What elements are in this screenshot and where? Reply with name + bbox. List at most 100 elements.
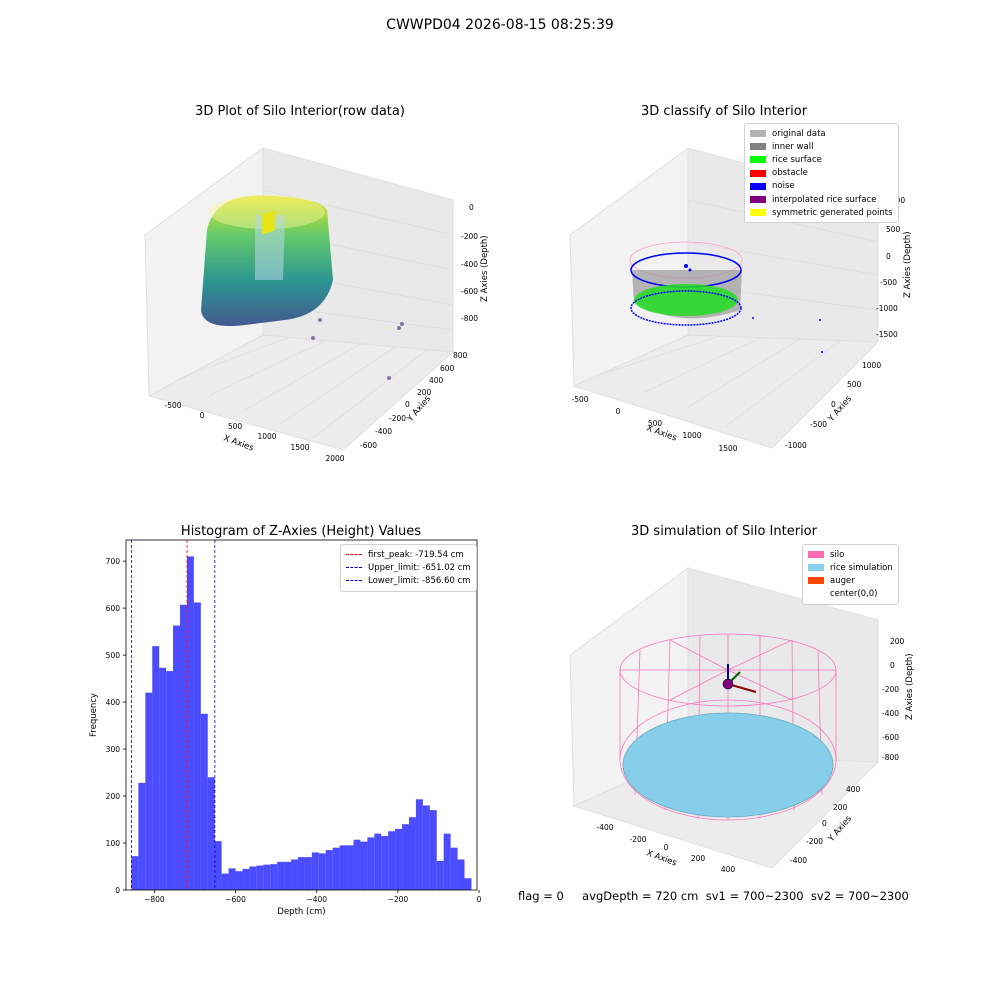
legend-label: Lower_limit: -856.60 cm <box>368 575 471 586</box>
histogram-bar <box>249 866 257 890</box>
histogram-bar <box>221 873 229 890</box>
histogram-bar <box>395 828 403 890</box>
histogram-bar <box>263 864 271 890</box>
simulation-legend: silo rice simulation auger center(0,0) <box>802 544 899 605</box>
y-tick-label: 500 <box>106 651 121 660</box>
legend-swatch <box>346 567 362 569</box>
legend-label: rice surface <box>772 154 822 165</box>
legend-swatch <box>346 554 362 556</box>
y-tick-label: 700 <box>106 557 121 566</box>
histogram-bar <box>353 839 361 890</box>
legend-swatch <box>750 182 766 190</box>
classify-xtick: 1500 <box>718 444 737 453</box>
raw-pane-floor <box>147 334 455 451</box>
histogram-bar <box>145 692 153 890</box>
histogram-bar <box>284 861 292 890</box>
legend-item: interpolated rice surface <box>750 193 893 206</box>
histogram-bar <box>186 556 194 890</box>
classify-xtick: 1000 <box>682 431 701 440</box>
histogram-bar <box>415 799 423 890</box>
sim-ztick: -200 <box>882 685 899 694</box>
raw-xtick: 1500 <box>290 443 309 452</box>
classify-ytick: 1000 <box>862 361 881 370</box>
raw-ztick: -200 <box>461 232 478 241</box>
auger-axes <box>722 664 757 693</box>
histogram-bar <box>464 878 472 890</box>
legend-swatch <box>750 143 766 151</box>
classify-ztick: -1500 <box>876 330 898 339</box>
status-footer: flag = 0 avgDepth = 720 cm sv1 = 700~230… <box>518 889 909 903</box>
sim-ztick: -400 <box>882 709 899 718</box>
histogram-bar <box>325 850 333 890</box>
histogram-bar <box>311 852 319 890</box>
histogram-bar <box>408 817 416 890</box>
raw-ytick: 400 <box>429 376 444 385</box>
y-tick-label: 300 <box>106 745 121 754</box>
raw-ztick: 0 <box>469 203 474 212</box>
histogram-bar <box>256 865 264 890</box>
y-tick-label: 200 <box>106 792 121 801</box>
histogram-bar <box>228 868 236 890</box>
x-tick-label: −400 <box>306 895 327 904</box>
classify-ytick: 0 <box>831 400 836 409</box>
histogram-bar <box>152 646 160 890</box>
raw-xlabel: X Axies <box>222 433 255 453</box>
raw-plot-title: 3D Plot of Silo Interior(row data) <box>195 104 405 119</box>
histogram-bar <box>360 841 368 890</box>
sim-ytick: 0 <box>822 819 827 828</box>
sim-ytick: -400 <box>790 856 807 865</box>
raw-3d-plot: -500 0 500 1000 1500 2000 800 600 400 20… <box>144 147 490 463</box>
histogram-bar <box>291 859 298 890</box>
sim-xlabel: X Axies <box>645 848 678 868</box>
legend-item: center(0,0) <box>808 588 893 601</box>
rice-simulation-surface <box>622 712 834 818</box>
classify-ytick: 500 <box>847 380 862 389</box>
legend-label: rice simulation <box>830 562 893 573</box>
raw-xtick: -500 <box>164 401 181 410</box>
histogram-bar <box>388 831 396 890</box>
legend-label: obstacle <box>772 168 808 179</box>
histogram-bar <box>429 810 437 890</box>
sim-xtick: -200 <box>629 835 646 844</box>
x-tick-label: 0 <box>477 895 482 904</box>
legend-item: rice surface <box>750 153 893 166</box>
y-tick-label: 600 <box>106 604 121 613</box>
sim-ztick: -600 <box>882 733 899 742</box>
histogram-bar <box>200 713 208 890</box>
legend-item: symmetric generated points <box>750 206 893 219</box>
sim-ytick: 200 <box>833 803 848 812</box>
raw-ylabel: Y Axies <box>405 394 433 425</box>
legend-swatch <box>808 551 824 559</box>
legend-item: Lower_limit: -856.60 cm <box>346 574 471 587</box>
classify-ytick: -500 <box>810 420 827 429</box>
legend-label: noise <box>772 181 795 192</box>
legend-swatch <box>808 590 824 598</box>
sim-ylabel: Y Axies <box>826 814 854 845</box>
legend-item: obstacle <box>750 167 893 180</box>
raw-xtick: 2000 <box>325 454 344 463</box>
histogram-bar <box>131 856 139 890</box>
legend-item: first_peak: -719.54 cm <box>346 548 471 561</box>
sim-ztick: -800 <box>882 753 899 762</box>
raw-ztick: -400 <box>461 260 478 269</box>
raw-xtick: 500 <box>228 422 243 431</box>
x-tick-label: −800 <box>144 895 165 904</box>
legend-label: first_peak: -719.54 cm <box>368 549 464 560</box>
histogram-bar <box>304 857 312 890</box>
silo-wireframe <box>619 633 837 821</box>
raw-ytick: -200 <box>389 414 406 423</box>
legend-swatch <box>346 580 362 582</box>
raw-ytick: 200 <box>417 388 432 397</box>
histogram-bar <box>346 845 354 890</box>
sim-ztick: 0 <box>890 661 895 670</box>
legend-label: center(0,0) <box>830 589 878 600</box>
sim-xtick: 200 <box>691 854 706 863</box>
legend-item: original data <box>750 127 893 140</box>
legend-label: inner wall <box>772 141 814 152</box>
legend-label: interpolated rice surface <box>772 194 877 205</box>
histogram-ylabel: Frequency <box>89 693 99 737</box>
histogram-title: Histogram of Z-Axies (Height) Values <box>180 524 422 539</box>
classify-xtick: -500 <box>571 395 588 404</box>
legend-label: Upper_limit: -651.02 cm <box>368 562 471 573</box>
histogram-bar <box>166 671 174 890</box>
